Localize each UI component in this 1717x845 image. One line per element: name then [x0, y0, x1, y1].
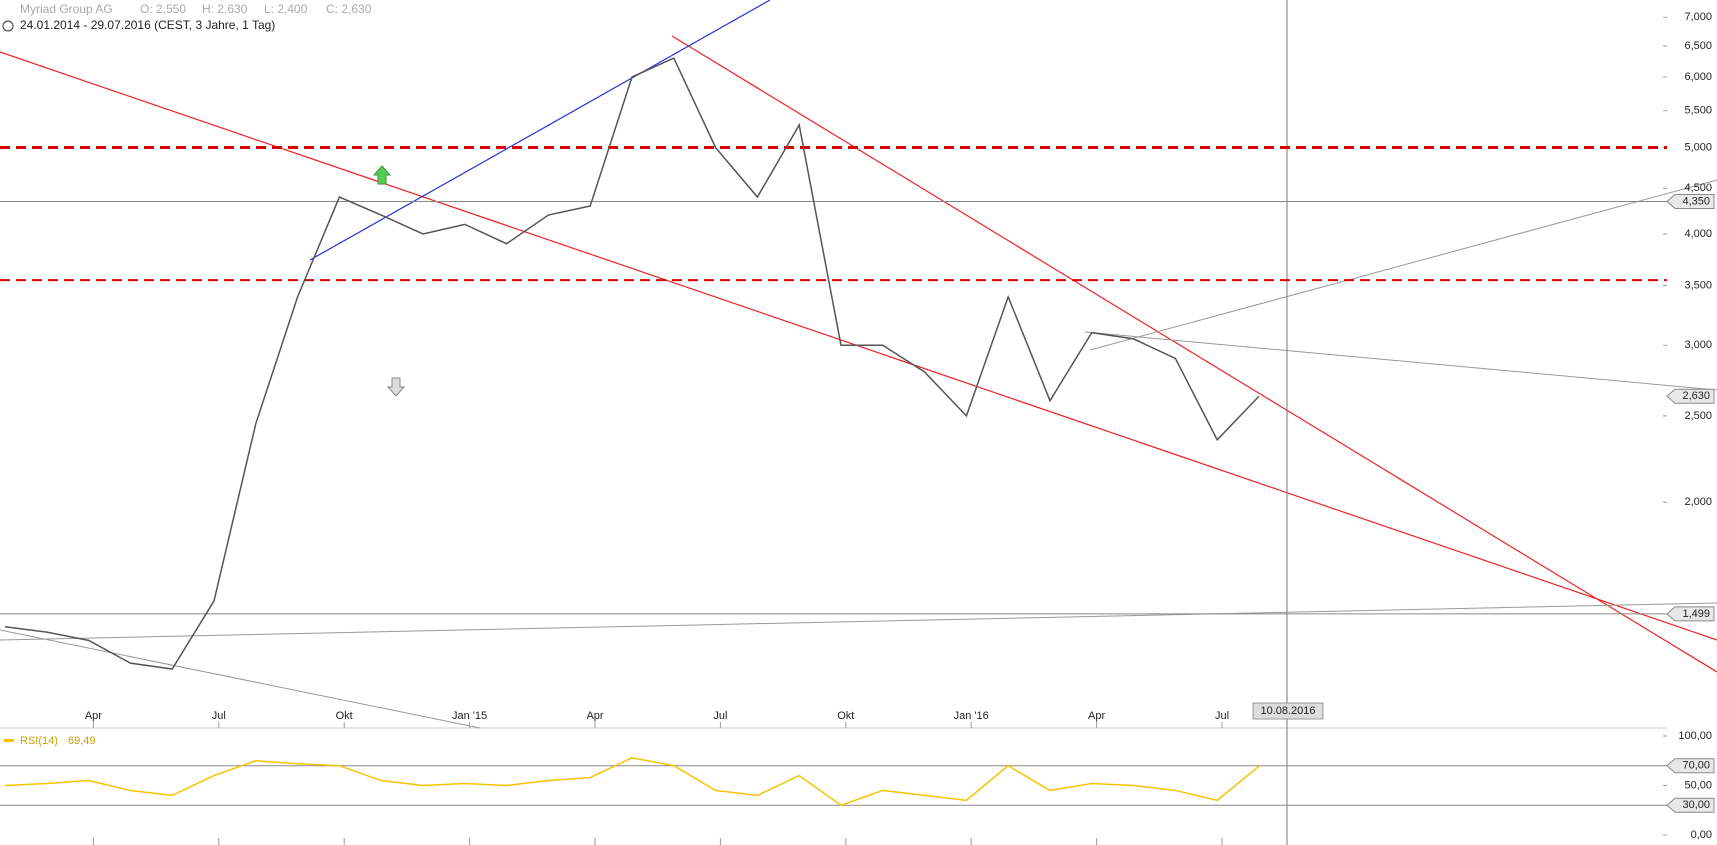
trendline — [309, 0, 771, 261]
price-box — [1666, 758, 1715, 774]
cursor-date: 10.08.2016 — [1260, 705, 1315, 717]
price-box-label: 4,350 — [1682, 195, 1710, 207]
x-tick-label: Jul — [212, 710, 226, 722]
clock-icon — [2, 20, 14, 32]
x-tick-label: Jan '15 — [452, 710, 487, 722]
x-tick-label: Jan '16 — [954, 710, 989, 722]
price-line — [4, 57, 1260, 670]
buy-arrow — [372, 165, 392, 185]
x-tick-label: Apr — [586, 710, 603, 722]
trendline — [0, 629, 481, 729]
ohlc-value: H: 2,630 — [202, 2, 248, 16]
trendline — [0, 602, 1717, 641]
rsi-line — [4, 756, 1260, 807]
price-box-label: 70,00 — [1682, 760, 1710, 772]
chart-title: Myriad Group AG — [20, 2, 113, 16]
subtitle: 24.01.2014 - 29.07.2016 (CEST, 3 Jahre, … — [20, 18, 275, 32]
y-tick-label: 4,000 — [1684, 228, 1712, 240]
trendline — [1089, 179, 1717, 351]
y-tick-label: 3,000 — [1684, 339, 1712, 351]
y-tick-label: 2,000 — [1684, 496, 1712, 508]
rsi-label: 69,49 — [68, 735, 96, 747]
rsi-tick-label: 100,00 — [1678, 730, 1712, 742]
price-box — [1666, 606, 1715, 622]
x-tick-label: Apr — [85, 710, 102, 722]
y-tick-label: 3,500 — [1684, 280, 1712, 292]
y-tick-label: 5,500 — [1684, 105, 1712, 117]
trendline — [1084, 331, 1717, 391]
y-tick-label: 7,000 — [1684, 11, 1712, 23]
x-tick-label: Apr — [1088, 710, 1105, 722]
rsi-tick-label: 50,00 — [1684, 779, 1712, 791]
ohlc-value: O: 2,550 — [140, 2, 186, 16]
y-tick-label: 2,500 — [1684, 410, 1712, 422]
price-box-label: 30,00 — [1682, 799, 1710, 811]
y-tick-label: 4,500 — [1684, 182, 1712, 194]
x-tick-label: Okt — [336, 710, 353, 722]
ohlc-value: C: 2,630 — [326, 2, 372, 16]
sell-arrow — [386, 377, 406, 397]
price-box — [1666, 193, 1715, 209]
rsi-tick-label: 0,00 — [1691, 829, 1712, 841]
trendline — [671, 35, 1717, 673]
rsi-legend — [4, 739, 14, 742]
x-tick-label: Jul — [1215, 710, 1229, 722]
price-box-label: 1,499 — [1682, 608, 1710, 620]
price-box — [1666, 797, 1715, 813]
price-box-label: 2,630 — [1682, 390, 1710, 402]
y-tick-label: 5,000 — [1684, 141, 1712, 153]
y-tick-label: 6,500 — [1684, 40, 1712, 52]
price-box — [1666, 388, 1715, 404]
rsi-name: RSI(14) — [20, 735, 58, 747]
x-tick-label: Jul — [713, 710, 727, 722]
x-tick-label: Okt — [837, 710, 854, 722]
y-tick-label: 6,000 — [1684, 71, 1712, 83]
cursor-box — [1252, 702, 1324, 720]
ohlc-value: L: 2,400 — [264, 2, 308, 16]
